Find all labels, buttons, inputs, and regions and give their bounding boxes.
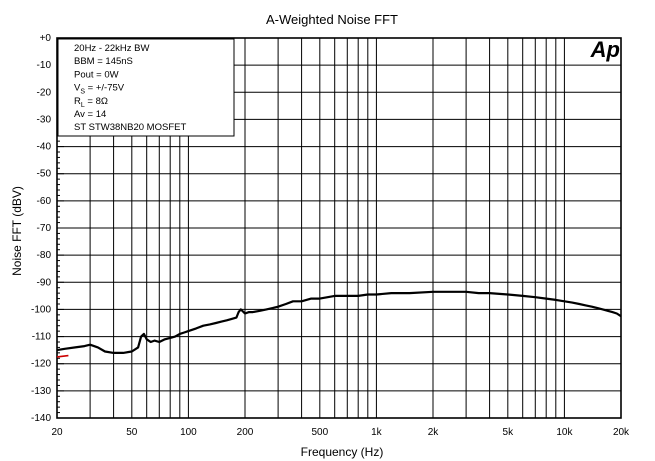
series-layer	[56, 290, 622, 358]
series-line	[56, 290, 622, 354]
annotation-background	[57, 38, 235, 137]
y-tick-label: -120	[31, 359, 51, 370]
x-tick-label: 100	[180, 427, 197, 438]
x-tick-label: 5k	[503, 427, 515, 438]
y-tick-label: +0	[40, 33, 52, 44]
x-tick-label: 20	[51, 427, 63, 438]
x-axis-label: Frequency (Hz)	[301, 445, 384, 459]
y-tick-label: -10	[37, 60, 52, 71]
x-tick-label: 1k	[371, 427, 383, 438]
y-tick-label: -90	[37, 277, 52, 288]
x-tick-labels: 20 50 100 200 500 1k 2k 5k 10k 20k	[51, 427, 630, 438]
y-tick-label: -30	[37, 114, 52, 125]
y-tick-label: -130	[31, 386, 51, 397]
x-tick-label: 50	[126, 427, 138, 438]
x-tick-label: 2k	[428, 427, 440, 438]
y-tick-label: -110	[32, 332, 52, 343]
x-tick-label: 10k	[556, 427, 573, 438]
y-tick-label: -140	[31, 413, 51, 424]
y-tick-label: -50	[37, 169, 52, 180]
annotation-line: BBM = 145nS	[74, 56, 133, 67]
y-tick-label: -40	[37, 142, 52, 153]
y-tick-label: -70	[37, 223, 52, 234]
y-tick-label: -60	[37, 196, 52, 207]
x-tick-label: 20k	[613, 427, 630, 438]
y-tick-label: -80	[37, 250, 52, 261]
annotation-line: VS = +/-75V	[74, 83, 125, 96]
annotation-line: ST STW38NB20 MOSFET	[74, 122, 186, 133]
x-tick-label: 500	[311, 427, 328, 438]
annotation-line: RL = 8Ω	[74, 96, 108, 109]
y-tick-label: -20	[37, 87, 52, 98]
y-axis-label: Noise FFT (dBV)	[10, 186, 24, 276]
x-tick-label: 200	[237, 427, 254, 438]
chart-title: A-Weighted Noise FFT	[266, 12, 398, 27]
annotation-line: Av = 14	[74, 109, 106, 120]
annotation-line: 20Hz - 22kHz BW	[74, 43, 150, 54]
annotation-box: 20Hz - 22kHz BW BBM = 145nS Pout = 0W VS = …	[57, 38, 235, 137]
annotation-line: Pout = 0W	[74, 69, 119, 80]
series-line	[56, 354, 69, 358]
y-tick-labels: +0 -10 -20 -30 -40 -50 -60 -70 -80 -90 -100 -110 -12…	[31, 33, 64, 424]
ap-logo: Ap	[590, 37, 620, 62]
y-tick-label: -100	[31, 304, 51, 315]
